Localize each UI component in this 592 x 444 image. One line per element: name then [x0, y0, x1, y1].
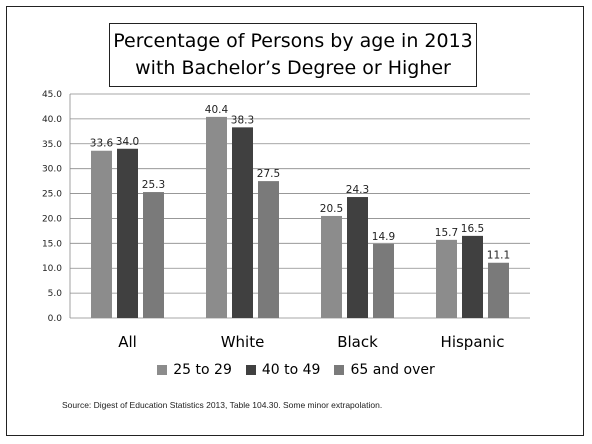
data-label: 40.4 [205, 104, 229, 116]
bar-all-series-1 [117, 148, 138, 318]
data-label: 16.5 [461, 223, 484, 235]
data-label: 38.3 [231, 114, 254, 126]
data-label: 34.0 [116, 136, 139, 148]
bar-all-series-0 [91, 150, 112, 318]
bar-black-series-0 [321, 215, 342, 318]
legend-swatch [245, 365, 256, 375]
y-tick-label: 35.0 [42, 140, 62, 150]
bar-hispanic-series-1 [462, 235, 483, 318]
y-axis-ticks: 0.0 5.0 10.0 15.0 20.0 25.0 30.0 35.0 40.0 45.0 [42, 90, 62, 324]
category-label: All [118, 333, 137, 351]
legend-label: 65 and over [350, 362, 435, 378]
y-tick-label: 20.0 [42, 214, 62, 224]
legend-item-25-to-29: 25 to 29 [157, 362, 232, 378]
bar-white-series-1 [232, 127, 253, 319]
y-tick-label: 30.0 [42, 165, 62, 175]
y-tick-label: 45.0 [42, 90, 62, 100]
data-label: 24.3 [346, 184, 369, 196]
y-tick-label: 10.0 [42, 264, 62, 274]
bar-black-series-2 [373, 243, 394, 318]
bar-hispanic-series-2 [488, 262, 509, 318]
category-label: White [221, 333, 265, 351]
y-tick-label: 25.0 [42, 190, 62, 200]
y-tick-label: 5.0 [48, 289, 63, 299]
data-label: 14.9 [372, 231, 395, 243]
bars [91, 116, 509, 319]
category-label: Black [337, 333, 378, 351]
y-tick-label: 15.0 [42, 239, 62, 249]
data-labels: 33.6 34.0 25.3 40.438.3 27.5 20.524.3 14.9 15.7… [90, 104, 510, 262]
data-label: 20.5 [320, 203, 343, 215]
legend-label: 25 to 29 [173, 362, 232, 378]
category-labels: All White Black Hispanic [118, 333, 504, 351]
source-note: Source: Digest of Education Statistics 2… [62, 400, 383, 410]
data-label: 25.3 [142, 179, 165, 191]
bar-white-series-0 [206, 116, 227, 318]
chart-title-line-2: with Bachelor’s Degree or Higher [135, 57, 451, 79]
legend: 25 to 29 40 to 49 65 and over [0, 362, 592, 378]
bar-white-series-2 [258, 181, 279, 318]
y-tick-label: 0.0 [48, 314, 63, 324]
data-label: 33.6 [90, 138, 114, 150]
data-label: 11.1 [487, 250, 510, 262]
gridlines [69, 93, 530, 319]
chart-title-line-1: Percentage of Persons by age in 2013 [113, 30, 473, 52]
category-label: Hispanic [441, 333, 505, 351]
data-label: 15.7 [435, 227, 458, 239]
bar-black-series-1 [347, 197, 368, 318]
y-tick-label: 40.0 [42, 115, 62, 125]
legend-item-65-and-over: 65 and over [334, 362, 435, 378]
data-label: 27.5 [257, 168, 280, 180]
bar-hispanic-series-0 [436, 239, 457, 318]
legend-swatch [157, 365, 168, 375]
bar-all-series-2 [143, 192, 164, 318]
chart-title-box: Percentage of Persons by age in 2013 wit… [109, 23, 477, 87]
legend-label: 40 to 49 [261, 362, 321, 378]
legend-item-40-to-49: 40 to 49 [245, 362, 321, 378]
legend-swatch [334, 365, 345, 375]
